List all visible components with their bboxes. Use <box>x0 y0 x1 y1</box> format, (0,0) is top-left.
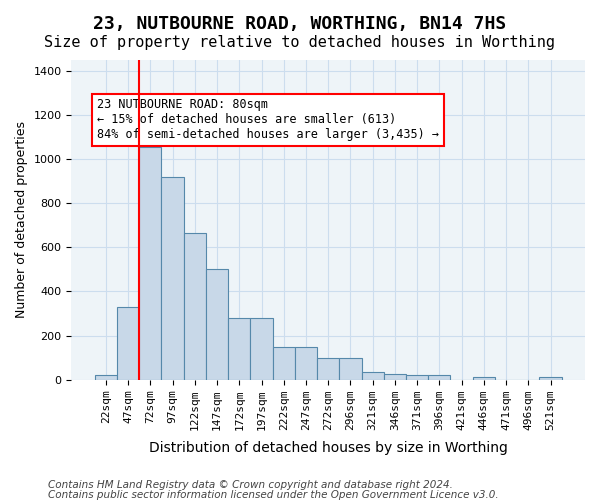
Bar <box>406 376 428 380</box>
Bar <box>206 270 228 380</box>
Bar <box>362 372 384 380</box>
Bar <box>384 374 406 380</box>
Bar <box>161 177 184 380</box>
Bar <box>428 376 451 380</box>
X-axis label: Distribution of detached houses by size in Worthing: Distribution of detached houses by size … <box>149 441 508 455</box>
Text: Contains HM Land Registry data © Crown copyright and database right 2024.: Contains HM Land Registry data © Crown c… <box>48 480 453 490</box>
Bar <box>250 318 272 380</box>
Bar <box>295 346 317 380</box>
Text: Size of property relative to detached houses in Worthing: Size of property relative to detached ho… <box>44 35 556 50</box>
Text: 23 NUTBOURNE ROAD: 80sqm
← 15% of detached houses are smaller (613)
84% of semi-: 23 NUTBOURNE ROAD: 80sqm ← 15% of detach… <box>97 98 439 142</box>
Bar <box>473 378 495 380</box>
Bar <box>317 358 340 380</box>
Text: 23, NUTBOURNE ROAD, WORTHING, BN14 7HS: 23, NUTBOURNE ROAD, WORTHING, BN14 7HS <box>94 15 506 33</box>
Bar <box>340 358 362 380</box>
Bar <box>117 307 139 380</box>
Bar <box>184 233 206 380</box>
Bar <box>539 378 562 380</box>
Bar <box>95 376 117 380</box>
Text: Contains public sector information licensed under the Open Government Licence v3: Contains public sector information licen… <box>48 490 499 500</box>
Bar <box>272 346 295 380</box>
Y-axis label: Number of detached properties: Number of detached properties <box>15 122 28 318</box>
Bar <box>139 147 161 380</box>
Bar <box>228 318 250 380</box>
